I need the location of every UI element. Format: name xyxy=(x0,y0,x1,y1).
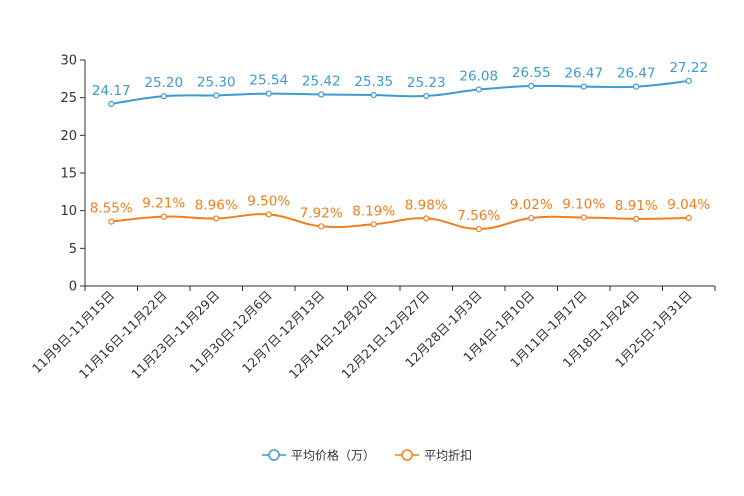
legend-label: 平均折扣 xyxy=(424,448,472,463)
data-point[interactable] xyxy=(160,213,167,220)
x-tick-label: 11月23日-11月29日 xyxy=(128,288,222,382)
series-line-1 xyxy=(111,79,689,105)
data-label: 27.22 xyxy=(669,60,708,76)
data-point[interactable] xyxy=(213,215,220,222)
data-point[interactable] xyxy=(633,83,640,90)
y-tick-labels: 0 5 10 15 20 25 30 xyxy=(60,54,77,295)
y-tick-label: 30 xyxy=(60,54,77,69)
data-label: 9.10% xyxy=(562,196,605,212)
data-label: 7.92% xyxy=(300,205,343,221)
data-point[interactable] xyxy=(475,225,482,233)
data-label: 8.98% xyxy=(405,197,448,213)
data-label: 8.19% xyxy=(352,203,395,219)
data-point[interactable] xyxy=(108,218,115,225)
x-tick-label: 11月16日-11月22日 xyxy=(76,288,170,382)
legend[interactable]: 平均价格（万） 平均折扣 xyxy=(262,448,472,463)
data-point[interactable] xyxy=(528,214,535,222)
data-point[interactable] xyxy=(370,91,377,99)
data-label: 8.55% xyxy=(90,201,133,217)
y-tick-label: 15 xyxy=(60,167,77,182)
data-point[interactable] xyxy=(213,92,220,99)
legend-label: 平均价格（万） xyxy=(291,448,375,463)
data-point[interactable] xyxy=(318,91,325,98)
data-label: 25.20 xyxy=(144,75,183,91)
data-point[interactable] xyxy=(580,214,587,221)
data-label: 9.02% xyxy=(510,197,553,213)
data-point[interactable] xyxy=(580,83,587,90)
data-point[interactable] xyxy=(318,223,325,230)
data-label: 25.42 xyxy=(302,74,341,90)
data-label: 26.47 xyxy=(564,66,603,82)
legend-item-1[interactable]: 平均价格（万） xyxy=(262,448,375,463)
data-point[interactable] xyxy=(265,90,272,97)
data-point[interactable] xyxy=(423,215,430,222)
y-tick-label: 10 xyxy=(60,204,77,219)
data-label: 9.04% xyxy=(667,197,710,213)
data-label: 8.91% xyxy=(615,198,658,214)
data-point[interactable] xyxy=(633,215,640,222)
data-point[interactable] xyxy=(160,93,167,100)
data-label: 26.47 xyxy=(617,66,656,82)
series-line-2 xyxy=(111,213,689,231)
data-point[interactable] xyxy=(265,211,272,218)
y-tick-label: 0 xyxy=(69,280,77,295)
data-point[interactable] xyxy=(528,82,535,90)
data-point[interactable] xyxy=(423,92,430,100)
data-label: 9.50% xyxy=(247,193,290,209)
legend-marker xyxy=(401,449,413,461)
legend-marker xyxy=(268,449,280,461)
data-label: 25.30 xyxy=(197,74,236,90)
y-tick-label: 5 xyxy=(69,242,77,257)
data-label: 9.21% xyxy=(142,196,185,212)
legend-item-2[interactable]: 平均折扣 xyxy=(395,448,472,463)
data-label: 24.17 xyxy=(92,83,131,99)
y-tick-label: 25 xyxy=(60,91,77,106)
chart-axes xyxy=(80,59,716,291)
data-label: 25.23 xyxy=(407,75,446,91)
data-point[interactable] xyxy=(370,221,377,228)
data-labels: 24.17 25.20 25.30 25.54 25.42 25.35 25.23 26.08… xyxy=(90,60,711,224)
data-label: 8.96% xyxy=(195,198,238,214)
x-tick-label: 12月21日-12月27日 xyxy=(338,288,432,382)
data-label: 7.56% xyxy=(457,208,500,224)
data-point[interactable] xyxy=(685,214,692,221)
data-label: 25.54 xyxy=(249,73,288,89)
x-tick-label: 12月14日-12月20日 xyxy=(286,288,380,382)
data-label: 26.55 xyxy=(512,65,551,81)
data-point[interactable] xyxy=(108,100,115,108)
series-lines xyxy=(108,77,692,233)
data-point[interactable] xyxy=(685,77,692,85)
y-tick-label: 20 xyxy=(60,129,77,144)
data-label: 25.35 xyxy=(354,74,393,90)
x-tick-labels: 11月9日-11月15日11月16日-11月22日11月23日-11月29日11… xyxy=(29,288,695,382)
data-label: 26.08 xyxy=(459,69,498,85)
data-point[interactable] xyxy=(475,86,482,93)
